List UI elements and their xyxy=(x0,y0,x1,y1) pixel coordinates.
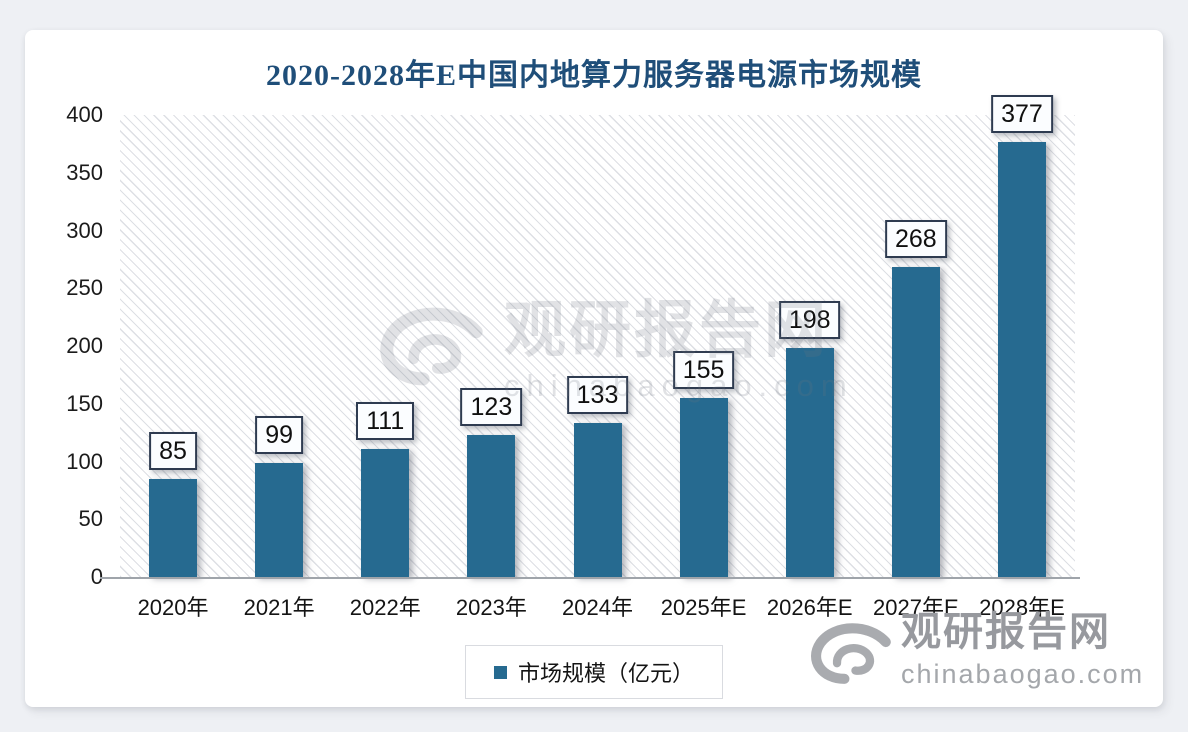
legend-marker-square xyxy=(493,665,507,679)
chart-card: 2020-2028年E中国内地算力服务器电源市场规模 0 50 100 150 200 2… xyxy=(25,30,1163,707)
legend: 市场规模（亿元） xyxy=(464,645,724,699)
y-tick-label: 250 xyxy=(66,275,103,301)
chart-title: 2020-2028年E中国内地算力服务器电源市场规模 xyxy=(266,59,922,92)
x-tick-label: 2028年E xyxy=(979,595,1065,620)
bar-2024年 xyxy=(573,423,622,577)
y-tick-label: 400 xyxy=(66,102,103,127)
bar-2020年 xyxy=(149,478,198,577)
y-tick-label: 300 xyxy=(66,217,103,243)
x-tick-label: 2020年 xyxy=(137,595,209,620)
y-tick-label: 350 xyxy=(66,159,103,185)
bar-2028年E xyxy=(997,141,1046,577)
y-tick-label: 200 xyxy=(66,333,103,358)
data-label: 377 xyxy=(991,94,1053,133)
bar-2027年E xyxy=(891,267,940,577)
x-tick-label: 2024年 xyxy=(562,595,633,620)
bar-2022年 xyxy=(361,448,410,577)
x-tick-label: 2026年E xyxy=(766,595,853,620)
data-label: 123 xyxy=(460,387,523,426)
data-label: 111 xyxy=(356,401,415,440)
data-label: 133 xyxy=(566,376,629,415)
watermark-logo-icon xyxy=(811,623,891,684)
data-label: 155 xyxy=(672,350,735,389)
data-label: 99 xyxy=(255,415,304,454)
plot-area: 85 99 111 123 133 155 198 268 377 xyxy=(120,94,1075,577)
watermark-corner: 观研报告网 chinabaogao.com xyxy=(803,608,1144,694)
x-axis-line xyxy=(100,577,1080,579)
x-tick-label: 2021年 xyxy=(243,595,315,620)
bar-2025年E xyxy=(679,397,728,577)
y-tick-label: 0 xyxy=(90,564,103,589)
data-label: 85 xyxy=(149,431,197,470)
x-tick-label: 2023年 xyxy=(455,595,527,620)
bar-2021年 xyxy=(255,462,304,577)
y-tick-label: 50 xyxy=(78,506,103,532)
legend-label: 市场规模（亿元） xyxy=(517,661,695,686)
data-label: 198 xyxy=(778,301,841,340)
x-tick-label: 2025年E xyxy=(660,595,747,620)
bar-2026年E xyxy=(785,348,834,577)
watermark-domain-text: chinabaogao.com xyxy=(901,659,1145,689)
y-tick-label: 150 xyxy=(66,390,103,416)
data-label: 268 xyxy=(884,220,947,259)
x-tick-label: 2027年E xyxy=(873,595,959,620)
x-tick-label: 2022年 xyxy=(349,595,421,620)
y-tick-label: 100 xyxy=(66,448,103,474)
bar-2023年 xyxy=(467,434,516,577)
